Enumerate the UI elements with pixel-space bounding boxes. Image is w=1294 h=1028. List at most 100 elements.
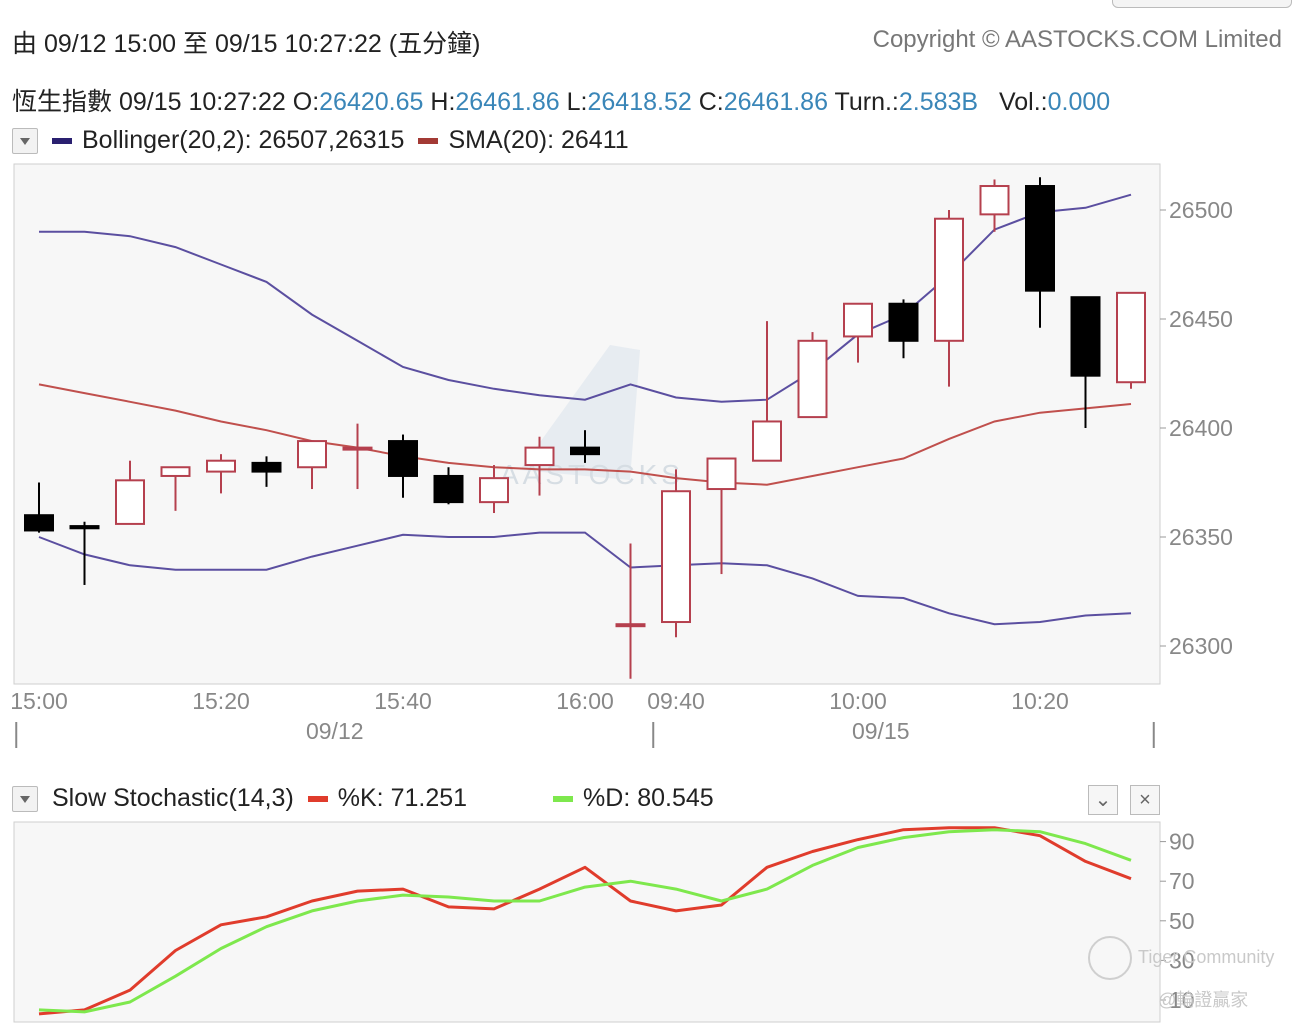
volume-label: Vol.:	[998, 88, 1048, 116]
candle-body	[979, 185, 1010, 216]
turnover-value: 2.583B	[898, 88, 979, 116]
quote-time: 09/15 10:27:22	[118, 88, 286, 116]
candle	[615, 543, 646, 679]
candle	[69, 521, 100, 585]
date-tick-label: 09/12	[306, 718, 364, 744]
price-y-tick-label: 26500	[1169, 197, 1233, 223]
candle	[388, 434, 418, 498]
candle	[251, 456, 282, 487]
bollinger-swatch	[52, 137, 72, 144]
candle	[570, 430, 600, 463]
time-tick-label: 15:20	[192, 688, 250, 714]
candle	[843, 302, 873, 363]
d-swatch	[553, 795, 574, 802]
candle-body	[661, 490, 691, 624]
candle	[661, 469, 691, 638]
price-y-tick-label: 26400	[1169, 415, 1233, 441]
candle-body	[206, 459, 236, 473]
k-line	[38, 826, 1132, 1016]
candle	[297, 440, 327, 490]
stoch-plot-area	[13, 821, 1161, 1023]
sma-line	[38, 383, 1132, 486]
volume-value: 0.000	[1047, 88, 1111, 116]
candle-body	[1116, 291, 1146, 384]
range-interval: (五分鐘)	[388, 30, 481, 58]
candle	[1025, 177, 1055, 328]
time-tick-label: 15:00	[10, 688, 68, 714]
stoch-indicator-legend: Slow Stochastic(14,3) %K: 71.251 %D: 80.…	[12, 784, 714, 813]
tiger-logo-icon	[1088, 936, 1132, 980]
candle	[342, 423, 373, 490]
candle-body	[1070, 296, 1101, 377]
stoch-y-tick-label: 10	[1169, 987, 1195, 1013]
candlesticks	[24, 177, 1146, 679]
tiger-community-watermark: Tiger Community	[1138, 947, 1275, 967]
candle-body	[797, 339, 828, 419]
candle-body	[615, 623, 646, 628]
candle	[160, 466, 191, 511]
main-indicator-legend: Bollinger(20,2): 26507,26315 SMA(20): 26…	[12, 126, 629, 155]
low-label: L:	[566, 88, 588, 116]
price-y-axis: 26300 26350 26400 26450 26500	[1160, 197, 1233, 659]
turnover-label: Turn.:	[834, 88, 899, 116]
candle-body	[524, 446, 555, 467]
candle	[1070, 296, 1101, 428]
k-legend: %K: 71.251	[337, 784, 468, 812]
time-tick-label: 10:00	[829, 688, 887, 714]
time-tick-label: 16:00	[556, 688, 614, 714]
bollinger-legend: Bollinger(20,2): 26507,26315	[82, 126, 405, 154]
quote-row: 恆生指數 09/15 10:27:22 O:26420.65 H:26461.8…	[12, 82, 1110, 118]
time-tick-label: 09:40	[647, 688, 705, 714]
candle	[979, 179, 1010, 232]
candle-body	[297, 440, 327, 469]
stoch-name: Slow Stochastic(14,3)	[52, 784, 294, 812]
candle-body	[1025, 185, 1055, 292]
range-to: 09/15 10:27:22	[214, 30, 382, 58]
close-button[interactable]: ×	[1130, 785, 1160, 815]
candle-body	[433, 474, 464, 504]
candle-body	[69, 525, 100, 530]
date-tick-label: 09/15	[852, 718, 910, 744]
candle-body	[388, 440, 418, 477]
bollinger-lower-line	[38, 531, 1132, 626]
stoch-y-tick-label: 90	[1169, 829, 1195, 855]
open-label: O:	[292, 88, 320, 116]
candle-body	[752, 420, 782, 462]
open-value: 26420.65	[319, 88, 424, 116]
main-indicator-dropdown[interactable]	[12, 127, 38, 154]
candle-body	[888, 302, 919, 342]
top-tab-strip[interactable]	[1112, 0, 1292, 8]
price-y-tick-label: 26300	[1169, 633, 1233, 659]
index-name: 恆生指數	[12, 88, 113, 116]
close-value: 26461.86	[723, 88, 828, 116]
range-header: 由 09/12 15:00 至 09/15 10:27:22 (五分鐘)	[12, 24, 480, 60]
candle	[433, 467, 464, 505]
close-label: C:	[698, 88, 724, 116]
d-line	[38, 828, 1132, 1014]
low-value: 26418.52	[587, 88, 692, 116]
high-value: 26461.86	[455, 88, 560, 116]
candle-body	[706, 457, 737, 491]
stoch-y-tick-label: 70	[1169, 868, 1195, 894]
candle-body	[843, 302, 873, 338]
collapse-button[interactable]: ⌄	[1088, 785, 1118, 815]
stoch-indicator-dropdown[interactable]	[12, 785, 38, 812]
candle	[752, 321, 782, 462]
range-to-word: 至	[183, 30, 209, 58]
candle	[706, 457, 737, 575]
candle-body	[479, 477, 509, 504]
candle	[206, 454, 236, 494]
candle-body	[115, 479, 145, 525]
sma-swatch	[418, 137, 439, 144]
handle-watermark: @輪證贏家	[1158, 990, 1249, 1010]
copyright: Copyright © AASTOCKS.COM Limited	[872, 26, 1282, 53]
candle	[479, 465, 509, 514]
high-label: H:	[430, 88, 456, 116]
candle	[1116, 291, 1146, 389]
k-swatch	[307, 795, 328, 802]
time-tick-label: 10:20	[1011, 688, 1069, 714]
candle	[24, 482, 54, 533]
candle-body	[251, 461, 282, 473]
time-tick-label: 15:40	[374, 688, 432, 714]
candle	[934, 210, 964, 387]
